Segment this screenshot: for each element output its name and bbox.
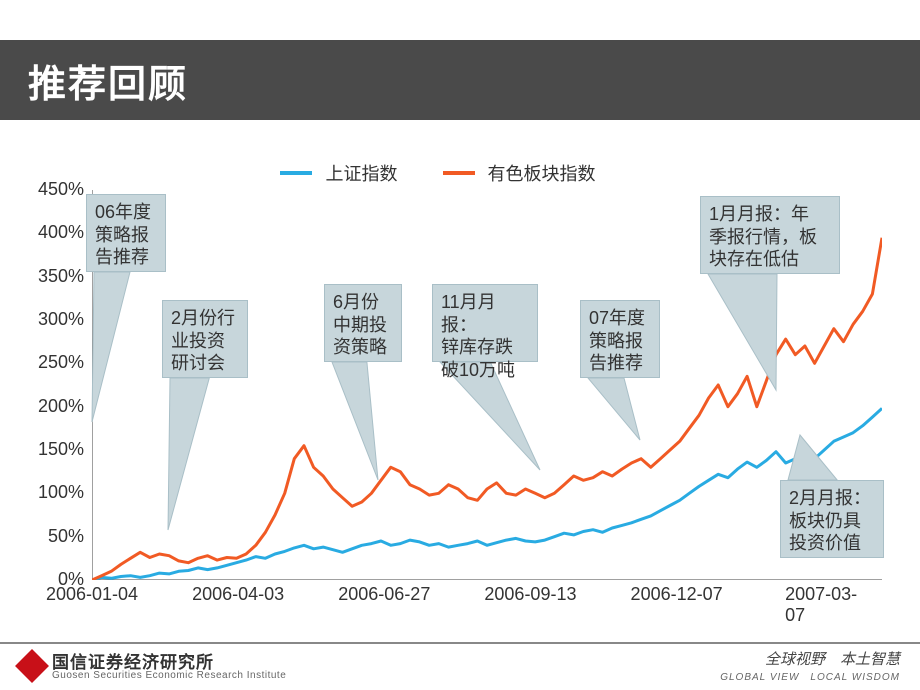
y-tick-label: 200% xyxy=(24,396,84,417)
motto-en: GLOBAL VIEW LOCAL WISDOM xyxy=(720,668,900,683)
y-tick-label: 300% xyxy=(24,309,84,330)
x-tick-label: 2006-01-04 xyxy=(46,584,138,605)
legend-swatch-2 xyxy=(443,171,475,175)
callout-box-1: 2月份行 业投资 研讨会 xyxy=(162,300,248,378)
org-name-en: Guosen Securities Economic Research Inst… xyxy=(52,670,286,681)
x-tick-label: 2007-03-07 xyxy=(785,584,860,626)
legend-label-1: 上证指数 xyxy=(325,160,397,186)
y-tick-label: 250% xyxy=(24,352,84,373)
y-tick-label: 450% xyxy=(24,179,84,200)
callout-box-3: 11月月报： 锌库存跌 破10万吨 xyxy=(432,284,538,362)
legend-swatch-1 xyxy=(280,171,312,175)
x-tick-label: 2006-04-03 xyxy=(192,584,284,605)
title-bar: 推荐回顾 xyxy=(0,40,920,120)
footer: 国信证券经济研究所 Guosen Securities Economic Res… xyxy=(0,642,920,690)
callout-box-0: 06年度 策略报 告推荐 xyxy=(86,194,166,272)
x-tick-label: 2006-09-13 xyxy=(484,584,576,605)
legend-label-2: 有色板块指数 xyxy=(488,160,596,186)
callout-box-2: 6月份 中期投 资策略 xyxy=(324,284,402,362)
legend: 上证指数 有色板块指数 xyxy=(18,160,898,186)
y-tick-label: 100% xyxy=(24,482,84,503)
callout-box-6: 2月月报： 板块仍具 投资价值 xyxy=(780,480,884,558)
line-series-1 xyxy=(92,408,882,580)
y-tick-label: 50% xyxy=(24,526,84,547)
callout-box-5: 1月月报：年 季报行情，板 块存在低估 xyxy=(700,196,840,274)
callout-box-4: 07年度 策略报 告推荐 xyxy=(580,300,660,378)
y-tick-label: 150% xyxy=(24,439,84,460)
y-tick-label: 400% xyxy=(24,222,84,243)
logo-icon xyxy=(20,654,44,678)
y-tick-label: 350% xyxy=(24,266,84,287)
slide-title: 推荐回顾 xyxy=(28,53,188,108)
motto-cn: 全球视野 本土智慧 xyxy=(765,648,900,669)
x-tick-label: 2006-06-27 xyxy=(338,584,430,605)
x-tick-label: 2006-12-07 xyxy=(631,584,723,605)
